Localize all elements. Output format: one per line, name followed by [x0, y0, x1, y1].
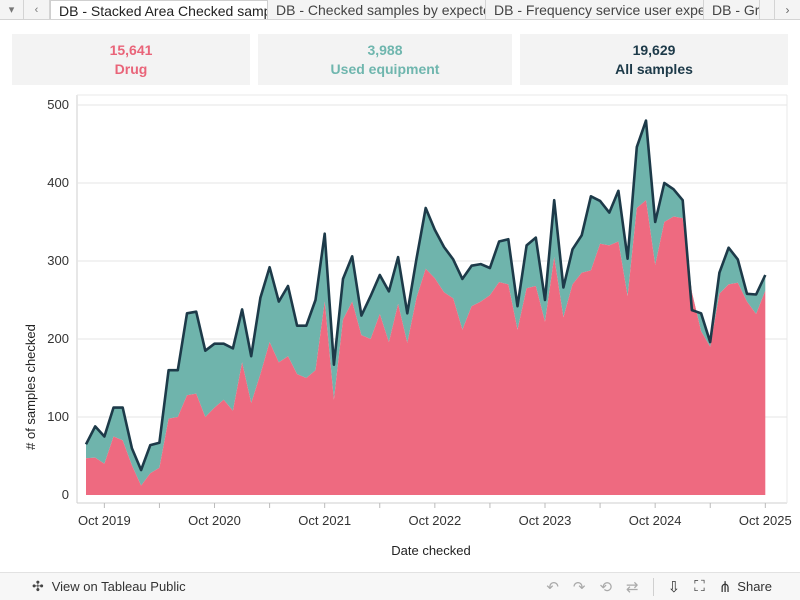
y-tick-label: 300 [47, 253, 69, 268]
sheet-tabs: DB - Stacked Area Checked samples by typ… [50, 0, 774, 19]
y-axis-title: # of samples checked [23, 324, 38, 450]
area-used-equipment [86, 120, 766, 486]
view-on-tableau-link[interactable]: ✣ View on Tableau Public [32, 578, 186, 595]
share-button[interactable]: Share [737, 579, 772, 594]
tableau-logo-icon: ✣ [32, 578, 44, 594]
fullscreen-icon[interactable]: ⛶ [694, 578, 705, 595]
revert-icon[interactable]: ⟲ [599, 578, 613, 596]
x-tick-label: Oct 2020 [188, 513, 241, 528]
kpi-equipment-label: Used equipment [330, 60, 440, 77]
x-tick-label: Oct 2024 [629, 513, 682, 528]
area-drug [86, 200, 766, 495]
kpi-equipment-value: 3,988 [367, 41, 403, 58]
y-tick-label: 500 [47, 97, 69, 112]
share-icon[interactable]: ⋔ [718, 578, 732, 596]
toolbar-divider [652, 577, 654, 596]
chevron-right-icon: › [785, 2, 790, 17]
tab-bar: ▾ ‹ DB - Stacked Area Checked samples by… [0, 0, 800, 20]
total-samples-line [84, 119, 767, 472]
kpi-drug-label: Drug [114, 60, 148, 77]
area-layer [84, 119, 767, 495]
x-tick-label: Oct 2022 [408, 513, 461, 528]
redo-icon[interactable]: ↷ [572, 578, 586, 596]
y-tick-label: 200 [47, 331, 69, 346]
tab-frequency[interactable]: DB - Frequency service user expected [486, 0, 704, 19]
kpi-all-label: All samples [615, 60, 693, 77]
tab-next-button[interactable]: › [774, 0, 800, 19]
kpi-drug-value: 15,641 [109, 41, 153, 58]
tab-checked-samples[interactable]: DB - Checked samples by expected substan… [268, 0, 486, 19]
chevron-left-icon: ‹ [34, 3, 39, 16]
tab-prev-button[interactable]: ‹ [24, 0, 50, 19]
toolbar-actions: ↶ ↷ ⟲ ⇄ ⇩ ⛶ ⋔ Share [532, 577, 772, 596]
kpi-card-drug[interactable]: 15,641 Drug [12, 34, 250, 85]
chevron-down-icon: ▾ [8, 4, 15, 16]
undo-icon[interactable]: ↶ [546, 578, 559, 596]
tab-gro[interactable]: DB - Gro [704, 0, 760, 19]
x-axis-title: Date checked [391, 543, 471, 558]
stacked-area-chart[interactable]: 0 100 200 300 400 500 Oct 2019 Oct 2020 Oct 2021… [0, 90, 800, 570]
bottom-toolbar: ✣ View on Tableau Public ↶ ↷ ⟲ ⇄ ⇩ ⛶ ⋔ S… [0, 572, 800, 600]
kpi-all-value: 19,629 [632, 41, 676, 58]
download-icon[interactable]: ⇩ [667, 578, 681, 596]
y-tick-label: 0 [62, 487, 69, 502]
view-on-tableau-label: View on Tableau Public [51, 579, 186, 594]
tab-menu-button[interactable]: ▾ [0, 0, 24, 19]
x-tick-label: Oct 2021 [298, 513, 351, 528]
y-tick-label: 400 [47, 175, 69, 190]
kpi-card-all[interactable]: 19,629 All samples [520, 34, 788, 85]
x-tick-label: Oct 2019 [78, 513, 131, 528]
kpi-card-equipment[interactable]: 3,988 Used equipment [258, 34, 512, 85]
y-tick-label: 100 [47, 409, 69, 424]
refresh-icon[interactable]: ⇄ [626, 578, 639, 596]
x-tick-label: Oct 2025 [739, 513, 792, 528]
x-tick-label: Oct 2023 [519, 513, 572, 528]
tab-stacked-area[interactable]: DB - Stacked Area Checked samples by typ… [50, 0, 268, 19]
axis-layer: 0 100 200 300 400 500 Oct 2019 Oct 2020 Oct 2021… [47, 97, 791, 528]
